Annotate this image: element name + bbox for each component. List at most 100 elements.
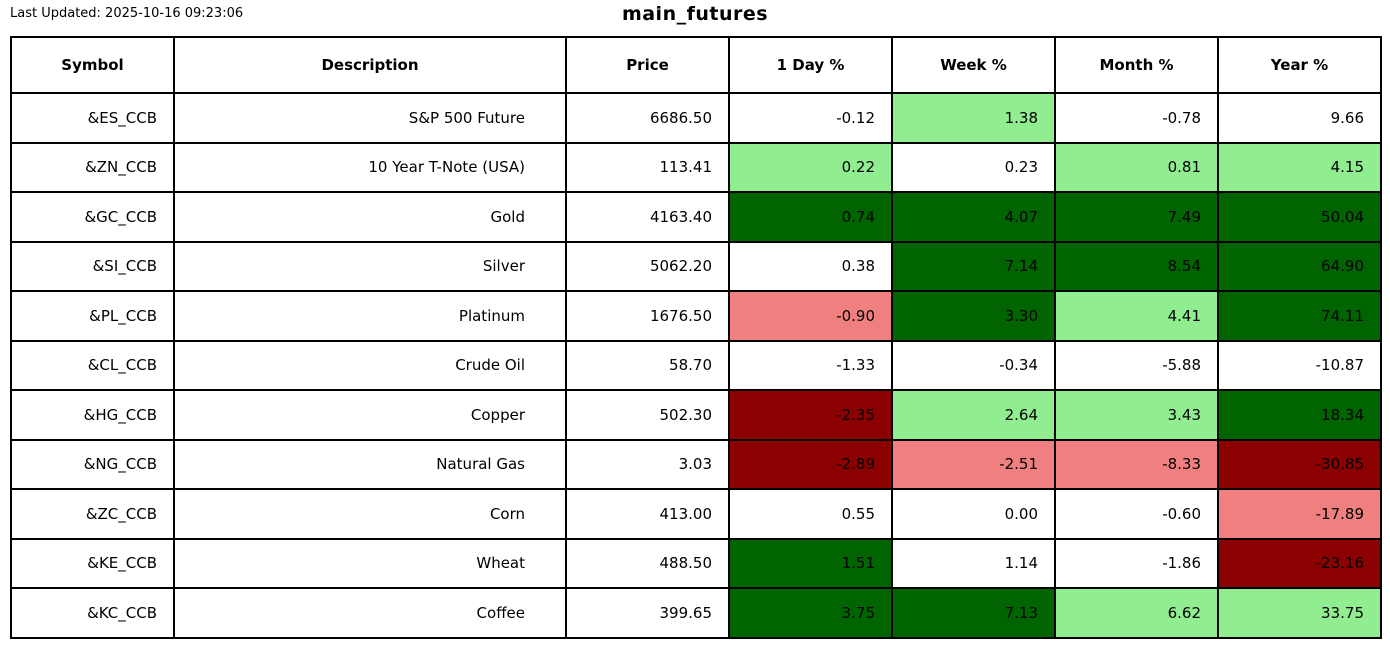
- description-cell: 10 Year T-Note (USA): [173, 141, 567, 193]
- price-cell: 5062.20: [565, 240, 730, 292]
- price-cell: 58.70: [565, 339, 730, 391]
- price-cell: 3.03: [565, 438, 730, 490]
- column-header-month: Month %: [1054, 36, 1219, 94]
- week-percent-cell: -2.51: [891, 438, 1056, 490]
- day-percent-cell: 0.38: [728, 240, 893, 292]
- week-percent-cell: 3.30: [891, 290, 1056, 342]
- symbol-cell: &PL_CCB: [10, 290, 175, 342]
- table-row: &CL_CCB Crude Oil 58.70 -1.33 -0.34 -5.88 -10.…: [10, 339, 1382, 391]
- description-cell: Silver: [173, 240, 567, 292]
- year-percent-cell: -23.16: [1217, 537, 1382, 589]
- column-header-week: Week %: [891, 36, 1056, 94]
- month-percent-cell: -5.88: [1054, 339, 1219, 391]
- symbol-cell: &SI_CCB: [10, 240, 175, 292]
- year-percent-cell: 9.66: [1217, 92, 1382, 144]
- day-percent-cell: -1.33: [728, 339, 893, 391]
- day-percent-cell: 0.74: [728, 191, 893, 243]
- year-percent-cell: 74.11: [1217, 290, 1382, 342]
- week-percent-cell: 0.00: [891, 488, 1056, 540]
- table-row: &KC_CCB Coffee 399.65 3.75 7.13 6.62 33.75: [10, 587, 1382, 639]
- description-cell: Platinum: [173, 290, 567, 342]
- symbol-cell: &HG_CCB: [10, 389, 175, 441]
- month-percent-cell: 0.81: [1054, 141, 1219, 193]
- day-percent-cell: -0.12: [728, 92, 893, 144]
- month-percent-cell: 8.54: [1054, 240, 1219, 292]
- day-percent-cell: 0.22: [728, 141, 893, 193]
- description-cell: Copper: [173, 389, 567, 441]
- table-row: &HG_CCB Copper 502.30 -2.35 2.64 3.43 18.34: [10, 389, 1382, 441]
- week-percent-cell: -0.34: [891, 339, 1056, 391]
- header-row: Symbol Description Price 1 Day % Week % Month…: [10, 36, 1382, 94]
- symbol-cell: &KE_CCB: [10, 537, 175, 589]
- column-header-symbol: Symbol: [10, 36, 175, 94]
- table-row: &GC_CCB Gold 4163.40 0.74 4.07 7.49 50.04: [10, 191, 1382, 243]
- symbol-cell: &ES_CCB: [10, 92, 175, 144]
- description-cell: Crude Oil: [173, 339, 567, 391]
- week-percent-cell: 2.64: [891, 389, 1056, 441]
- month-percent-cell: 4.41: [1054, 290, 1219, 342]
- year-percent-cell: -17.89: [1217, 488, 1382, 540]
- description-cell: S&P 500 Future: [173, 92, 567, 144]
- month-percent-cell: 3.43: [1054, 389, 1219, 441]
- year-percent-cell: 18.34: [1217, 389, 1382, 441]
- week-percent-cell: 4.07: [891, 191, 1056, 243]
- page-title: main_futures: [621, 3, 769, 25]
- symbol-cell: &ZN_CCB: [10, 141, 175, 193]
- week-percent-cell: 0.23: [891, 141, 1056, 193]
- price-cell: 6686.50: [565, 92, 730, 144]
- year-percent-cell: 4.15: [1217, 141, 1382, 193]
- table-row: &ZN_CCB 10 Year T-Note (USA) 113.41 0.22 0.2…: [10, 141, 1382, 193]
- last-updated-label: Last Updated: 2025-10-16 09:23:06: [10, 6, 244, 21]
- symbol-cell: &NG_CCB: [10, 438, 175, 490]
- month-percent-cell: 7.49: [1054, 191, 1219, 243]
- column-header-year: Year %: [1217, 36, 1382, 94]
- year-percent-cell: -10.87: [1217, 339, 1382, 391]
- price-cell: 413.00: [565, 488, 730, 540]
- day-percent-cell: -0.90: [728, 290, 893, 342]
- price-cell: 1676.50: [565, 290, 730, 342]
- price-cell: 399.65: [565, 587, 730, 639]
- symbol-cell: &ZC_CCB: [10, 488, 175, 540]
- table-row: &KE_CCB Wheat 488.50 1.51 1.14 -1.86 -23.16: [10, 537, 1382, 589]
- symbol-cell: &CL_CCB: [10, 339, 175, 391]
- description-cell: Wheat: [173, 537, 567, 589]
- table-row: &SI_CCB Silver 5062.20 0.38 7.14 8.54 64.90: [10, 240, 1382, 292]
- description-cell: Coffee: [173, 587, 567, 639]
- year-percent-cell: 33.75: [1217, 587, 1382, 639]
- day-percent-cell: 3.75: [728, 587, 893, 639]
- month-percent-cell: -0.60: [1054, 488, 1219, 540]
- week-percent-cell: 7.13: [891, 587, 1056, 639]
- symbol-cell: &GC_CCB: [10, 191, 175, 243]
- week-percent-cell: 7.14: [891, 240, 1056, 292]
- table-row: &NG_CCB Natural Gas 3.03 -2.89 -2.51 -8.33 -30…: [10, 438, 1382, 490]
- year-percent-cell: 64.90: [1217, 240, 1382, 292]
- year-percent-cell: 50.04: [1217, 191, 1382, 243]
- table-row: &ZC_CCB Corn 413.00 0.55 0.00 -0.60 -17.89: [10, 488, 1382, 540]
- day-percent-cell: -2.89: [728, 438, 893, 490]
- description-cell: Gold: [173, 191, 567, 243]
- symbol-cell: &KC_CCB: [10, 587, 175, 639]
- year-percent-cell: -30.85: [1217, 438, 1382, 490]
- month-percent-cell: -8.33: [1054, 438, 1219, 490]
- month-percent-cell: 6.62: [1054, 587, 1219, 639]
- week-percent-cell: 1.38: [891, 92, 1056, 144]
- price-cell: 502.30: [565, 389, 730, 441]
- table-row: &PL_CCB Platinum 1676.50 -0.90 3.30 4.41 74.11: [10, 290, 1382, 342]
- month-percent-cell: -1.86: [1054, 537, 1219, 589]
- price-cell: 488.50: [565, 537, 730, 589]
- price-cell: 113.41: [565, 141, 730, 193]
- day-percent-cell: -2.35: [728, 389, 893, 441]
- column-header-day: 1 Day %: [728, 36, 893, 94]
- futures-table: Symbol Description Price 1 Day % Week % Month…: [10, 36, 1382, 639]
- day-percent-cell: 0.55: [728, 488, 893, 540]
- description-cell: Corn: [173, 488, 567, 540]
- price-cell: 4163.40: [565, 191, 730, 243]
- table-body: &ES_CCB S&P 500 Future 6686.50 -0.12 1.38 -0.…: [10, 92, 1382, 639]
- day-percent-cell: 1.51: [728, 537, 893, 589]
- column-header-description: Description: [173, 36, 567, 94]
- description-cell: Natural Gas: [173, 438, 567, 490]
- month-percent-cell: -0.78: [1054, 92, 1219, 144]
- table-row: &ES_CCB S&P 500 Future 6686.50 -0.12 1.38 -0.…: [10, 92, 1382, 144]
- week-percent-cell: 1.14: [891, 537, 1056, 589]
- column-header-price: Price: [565, 36, 730, 94]
